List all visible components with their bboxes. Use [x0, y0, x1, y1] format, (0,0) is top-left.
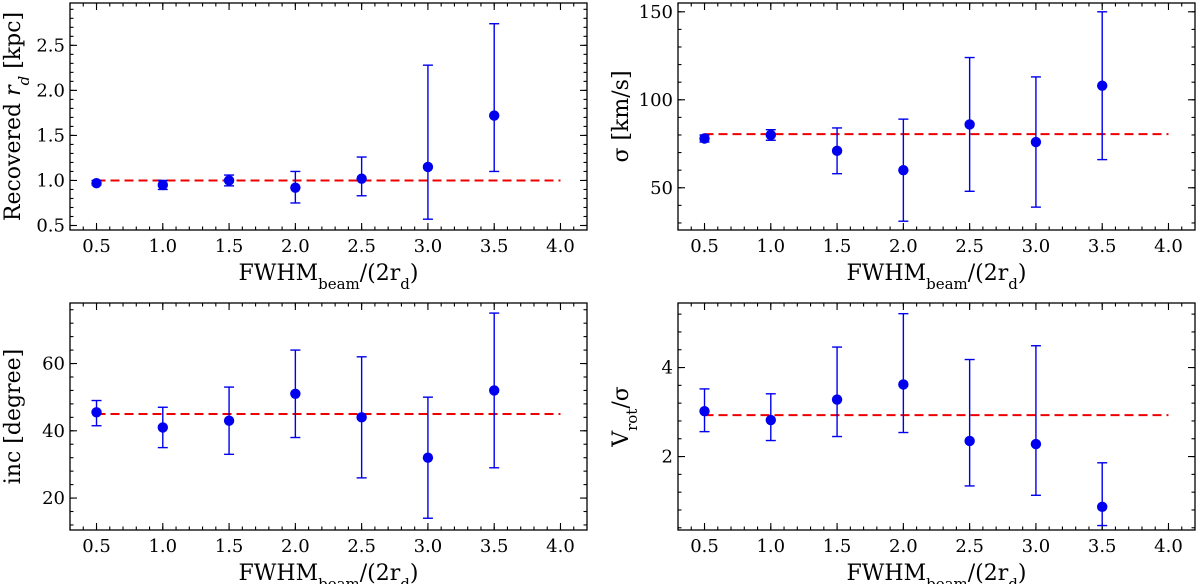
panel-inc: 0.5 1.0 1.5 2.0 2.5 3.0 3.5 4.0 20 40 60 FWHMbeam/(…	[1, 302, 588, 584]
x-tick-label: 2.0	[281, 536, 310, 557]
x-tick-label: 4.0	[546, 536, 575, 557]
y-tick-label: 2.0	[36, 80, 65, 101]
data-point	[356, 412, 367, 423]
x-tick-label: 2.5	[347, 236, 376, 257]
y-tick-label: 1.5	[36, 125, 65, 146]
y-tick-label: 60	[42, 354, 65, 375]
data-point	[290, 388, 301, 399]
x-tick-label: 2.0	[281, 236, 310, 257]
plot-frame	[677, 2, 1196, 231]
data-point	[699, 133, 710, 144]
data-point	[223, 415, 235, 426]
x-axis-label: FWHMbeam/(2rd)	[847, 561, 1027, 584]
y-tick-label: 4	[662, 358, 673, 379]
x-tick-label: 2.5	[955, 536, 984, 557]
data-point	[898, 164, 909, 176]
data-point	[489, 385, 500, 396]
x-tick-label: 1.5	[215, 536, 244, 557]
x-tick-label: 0.5	[690, 236, 719, 257]
y-tick-label: 2	[662, 447, 673, 468]
x-tick-label: 4.0	[546, 236, 575, 257]
x-axis-label: FWHMbeam/(2rd)	[239, 561, 419, 584]
x-tick-label: 3.5	[480, 236, 509, 257]
x-tick-label: 1.0	[756, 236, 785, 257]
data-point	[157, 422, 168, 433]
data-point	[91, 407, 102, 418]
plot-frame	[69, 302, 588, 531]
x-tick-label: 3.5	[480, 536, 509, 557]
x-tick-label: 1.0	[148, 536, 177, 557]
x-tick-label: 1.5	[823, 236, 852, 257]
y-tick-label: 150	[639, 2, 673, 23]
data-point	[91, 177, 102, 189]
x-tick-label: 0.5	[690, 536, 719, 557]
data-point	[964, 435, 975, 447]
data-point	[1030, 438, 1042, 450]
panel-sigma: 0.5 1.0 1.5 2.0 2.5 3.0 3.5 4.0 50 100 150 FWHMbeam…	[609, 2, 1196, 293]
plot-frame	[677, 302, 1196, 531]
data-point	[765, 414, 776, 426]
x-axis-label: FWHMbeam/(2rd)	[847, 261, 1027, 293]
data-point	[356, 173, 367, 184]
y-tick-label: 1.0	[36, 170, 65, 191]
data-point	[1030, 136, 1042, 148]
panel-vrot: 0.5 1.0 1.5 2.0 2.5 3.0 3.5 4.0 2 4 FWHMbeam/(2rd)…	[609, 302, 1196, 584]
x-tick-label: 2.0	[889, 536, 918, 557]
x-tick-label: 2.5	[347, 536, 376, 557]
data-point	[1097, 501, 1108, 513]
y-tick-label: 0.5	[36, 215, 65, 236]
x-tick-label: 4.0	[1154, 236, 1183, 257]
y-tick-label: 40	[42, 421, 65, 442]
y-axis-label: Vrot/σ	[609, 386, 641, 448]
data-point	[422, 452, 434, 463]
y-tick-label: 20	[42, 488, 65, 509]
x-tick-label: 3.0	[1022, 236, 1051, 257]
data-point	[765, 129, 776, 141]
data-point	[831, 394, 843, 405]
y-axis-label: inc [degree]	[1, 349, 26, 484]
data-point	[1097, 80, 1108, 91]
panel-rd: 0.5 1.0 1.5 2.0 2.5 3.0 3.5 4.0 0.5 1.0 1.5 2.0 2.5 F…	[1, 2, 588, 293]
x-tick-label: 0.5	[82, 236, 111, 257]
x-tick-label: 3.0	[414, 536, 443, 557]
data-point	[489, 110, 500, 121]
x-tick-label: 3.0	[414, 236, 443, 257]
x-tick-label: 3.5	[1088, 536, 1117, 557]
x-axis-label: FWHMbeam/(2rd)	[239, 261, 419, 293]
y-axis-label: σ [km/s]	[609, 70, 634, 162]
x-tick-label: 3.0	[1022, 536, 1051, 557]
data-point	[157, 179, 168, 191]
data-point	[223, 175, 235, 186]
data-point	[964, 119, 975, 130]
y-tick-label: 50	[650, 178, 673, 199]
data-point	[898, 379, 909, 390]
y-tick-label: 100	[639, 90, 673, 111]
x-tick-label: 2.5	[955, 236, 984, 257]
x-tick-label: 2.0	[889, 236, 918, 257]
x-tick-label: 0.5	[82, 536, 111, 557]
data-point	[422, 161, 434, 173]
y-tick-label: 2.5	[36, 35, 65, 56]
x-tick-label: 4.0	[1154, 536, 1183, 557]
x-tick-label: 1.0	[148, 236, 177, 257]
x-tick-label: 1.0	[756, 536, 785, 557]
y-axis-label: Recovered rd [kpc]	[1, 12, 33, 221]
data-point	[831, 145, 843, 157]
data-point	[699, 405, 710, 417]
x-tick-label: 1.5	[215, 236, 244, 257]
data-point	[290, 182, 301, 193]
plot-frame	[69, 2, 588, 231]
x-tick-label: 3.5	[1088, 236, 1117, 257]
x-tick-label: 1.5	[823, 536, 852, 557]
